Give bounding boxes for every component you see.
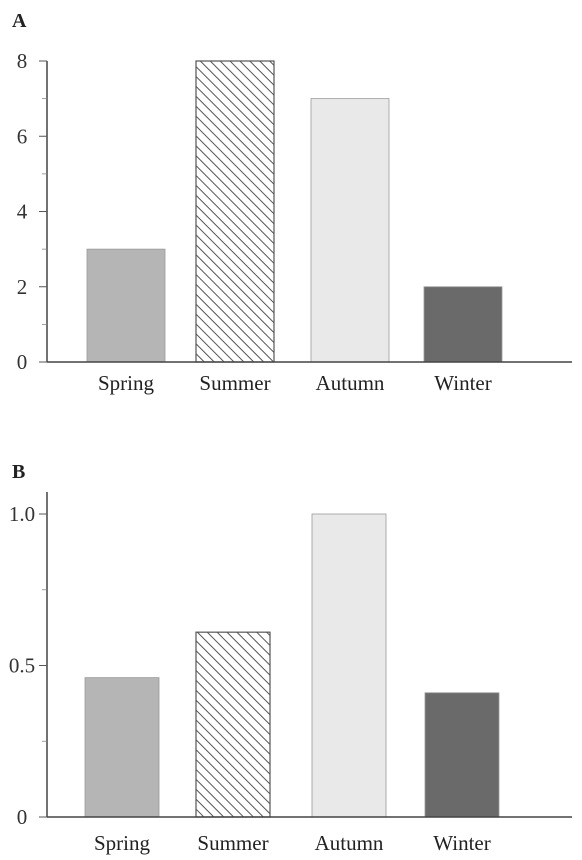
y-tick-label: 2 (17, 275, 28, 299)
panel-a: A 0 2 4 6 8 Spring Summer Autumn Winter (12, 10, 572, 395)
bar-winter (424, 692, 500, 818)
y-tick-label: 0.5 (9, 654, 35, 678)
y-tick-label: 4 (17, 200, 28, 224)
panel-b: B 0 0.5 1.0 Spring Summer Autumn Winter (9, 461, 572, 855)
x-category-label: Spring (94, 831, 151, 855)
bar-spring (84, 677, 160, 818)
x-category-label: Winter (433, 831, 490, 855)
x-category-label: Autumn (315, 831, 384, 855)
y-tick-label: 0 (17, 805, 28, 829)
x-category-label: Spring (98, 371, 155, 395)
y-tick-label: 6 (17, 124, 28, 148)
bar-summer (195, 631, 271, 818)
panel-label-a: A (12, 10, 27, 32)
x-category-label: Winter (434, 371, 491, 395)
panel-label-b: B (12, 461, 25, 483)
x-category-label: Summer (199, 371, 270, 395)
x-category-label: Summer (197, 831, 268, 855)
bar-winter (423, 286, 503, 363)
bar-autumn (310, 98, 390, 363)
y-tick-label: 1.0 (9, 502, 35, 526)
y-tick-label: 0 (17, 350, 28, 374)
bar-summer (195, 60, 275, 363)
y-tick-label: 8 (17, 49, 28, 73)
bar-spring (86, 248, 166, 363)
bar-autumn (311, 513, 387, 818)
x-category-label: Autumn (316, 371, 385, 395)
